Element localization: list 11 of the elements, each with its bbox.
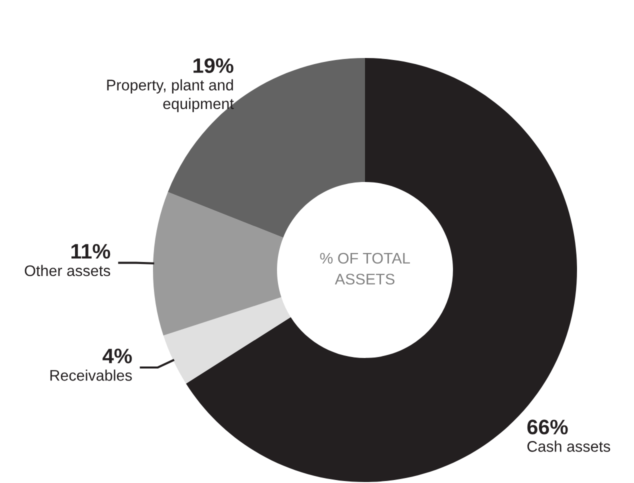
data-label: 19%	[194, 58, 234, 74]
data-label: 4%	[102, 348, 132, 364]
donut-slice	[163, 297, 291, 384]
data-label: 11%	[71, 244, 110, 259]
slice-label: Property, plant and equipment	[107, 79, 234, 112]
slice-label: Receivables	[50, 370, 132, 381]
donut-slice	[153, 192, 284, 336]
text: % OF TOTAL ASSETS	[320, 252, 410, 285]
slice-label: Other assets	[24, 264, 110, 276]
slice-label: Cash assets	[527, 440, 610, 452]
data-label: 66%	[527, 420, 568, 434]
